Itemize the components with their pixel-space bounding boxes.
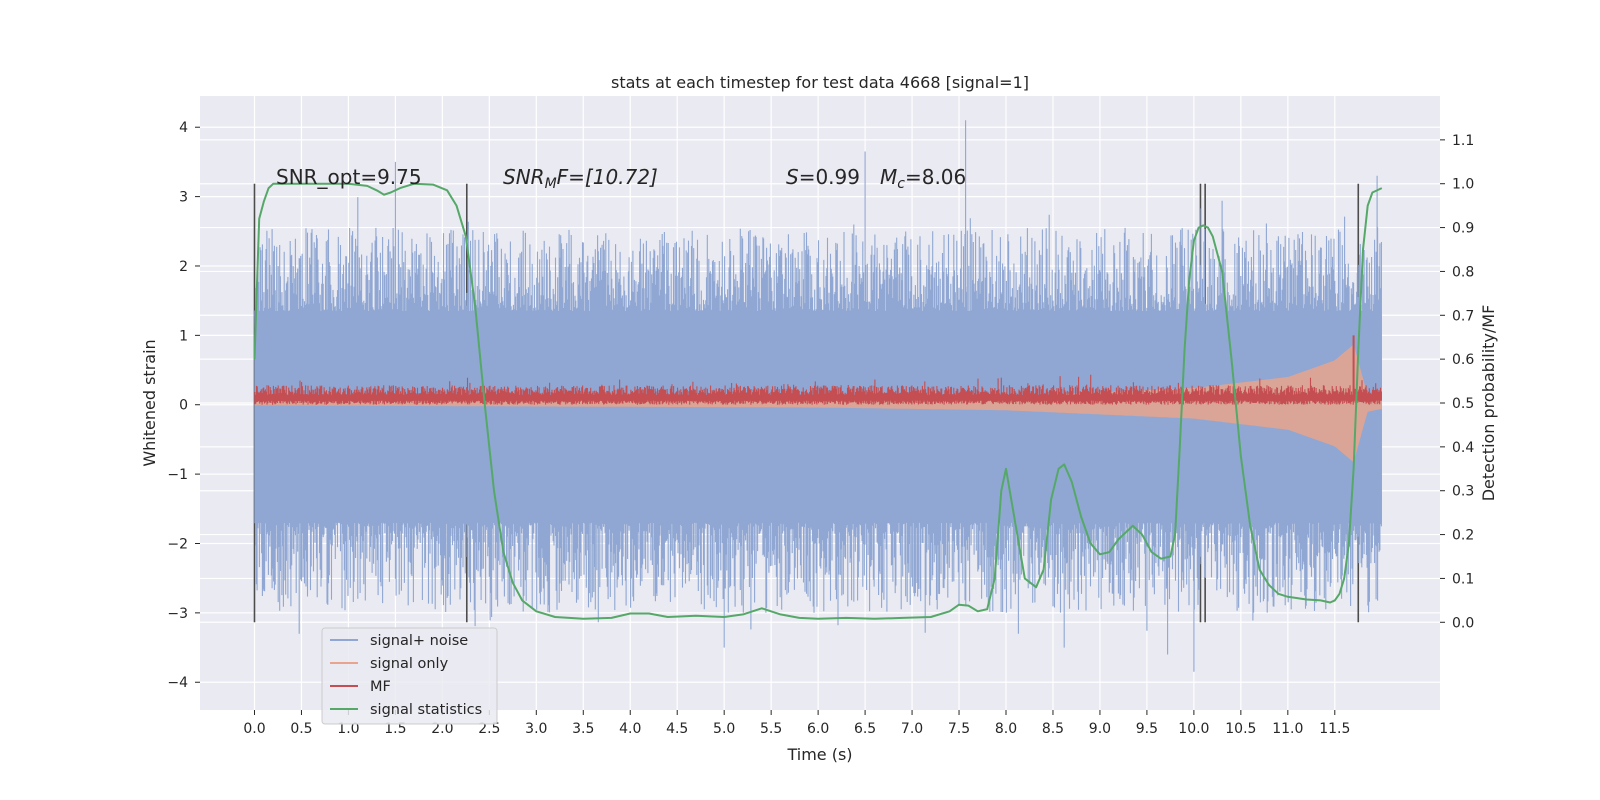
- x-tick-label: 11.0: [1272, 721, 1303, 737]
- y-left-tick-label: −2: [167, 536, 188, 552]
- y-right-tick-label: 0.5: [1452, 396, 1474, 412]
- x-tick-label: 6.0: [807, 721, 829, 737]
- annotation-snr-mf: SNRMF=[10.72]: [503, 165, 658, 192]
- x-axis-ticks: 0.0 0.5 1.0 1.5 2.0 2.5 3.0 3.5 4.0 4.5 5.0 5.5 6.0 6…: [243, 710, 1350, 737]
- y-right-tick-label: 0.3: [1452, 484, 1474, 500]
- x-tick-label: 3.0: [525, 721, 547, 737]
- annotation-s: S=0.99: [786, 165, 860, 189]
- mf-series: [254, 335, 1382, 405]
- annotation-snr-mf-main: SNR: [503, 165, 545, 189]
- annotation-mc-var: M: [880, 165, 897, 189]
- x-tick-label: 8.0: [995, 721, 1017, 737]
- chart-title: stats at each timestep for test data 466…: [611, 73, 1029, 92]
- y-right-tick-label: 0.9: [1452, 221, 1474, 237]
- x-tick-label: 3.5: [572, 721, 594, 737]
- y-right-tick-label: 0.2: [1452, 528, 1474, 544]
- annotation-mc: Mc=8.06: [880, 165, 966, 192]
- legend-label-signal-statistics: signal statistics: [370, 702, 482, 718]
- x-tick-label: 7.0: [901, 721, 923, 737]
- x-tick-label: 2.5: [478, 721, 500, 737]
- legend: signal+ noise signal only MF signal stat…: [321, 627, 498, 725]
- annotation-mc-value: =8.06: [905, 165, 966, 189]
- x-tick-label: 10.0: [1178, 721, 1209, 737]
- y-left-tick-label: 1: [179, 328, 188, 344]
- y-left-axis-title: Whitened strain: [140, 339, 159, 466]
- x-tick-label: 0.0: [243, 721, 265, 737]
- y-right-axis-ticks: 1.1 1.0 0.9 0.8 0.7 0.6 0.5 0.4 0.3 0.2 0.1 0.0: [1440, 133, 1474, 631]
- annotation-snr-mf-f: F=[10.72]: [557, 165, 658, 189]
- x-tick-label: 5.0: [713, 721, 735, 737]
- annotation-s-value: =0.99: [799, 165, 860, 189]
- y-right-tick-label: 0.6: [1452, 352, 1474, 368]
- signal-statistics-line: [253, 182, 1383, 620]
- x-tick-label: 11.5: [1319, 721, 1350, 737]
- legend-label-signal-only: signal only: [370, 656, 449, 672]
- legend-box: [321, 627, 498, 725]
- y-left-tick-label: 3: [179, 190, 188, 206]
- y-left-tick-label: 0: [179, 398, 188, 414]
- mf-trace: [254, 374, 1382, 405]
- legend-label-signal-noise: signal+ noise: [370, 633, 468, 649]
- x-tick-label: 6.5: [854, 721, 876, 737]
- y-right-tick-label: 0.0: [1452, 615, 1474, 631]
- annotation-s-var: S: [786, 165, 799, 189]
- x-tick-label: 8.5: [1042, 721, 1064, 737]
- annotation-mc-sub: c: [897, 176, 905, 192]
- y-left-axis-ticks: 4 3 2 1 0 −1 −2 −3 −4: [167, 120, 200, 691]
- x-tick-label: 9.0: [1089, 721, 1111, 737]
- y-right-tick-label: 0.1: [1452, 571, 1474, 587]
- y-right-tick-label: 0.8: [1452, 264, 1474, 280]
- y-right-axis-title: Detection probability/MF: [1479, 305, 1498, 502]
- x-axis-title: Time (s): [786, 745, 852, 764]
- x-tick-label: 0.5: [290, 721, 312, 737]
- annotation-snr-mf-sub: M: [545, 176, 557, 192]
- x-tick-label: 9.5: [1136, 721, 1158, 737]
- y-right-tick-label: 1.0: [1452, 177, 1474, 193]
- y-right-tick-label: 0.4: [1452, 440, 1474, 456]
- x-tick-label: 7.5: [948, 721, 970, 737]
- x-tick-label: 2.0: [431, 721, 453, 737]
- annotation-snr-opt: SNR_opt=9.75: [276, 165, 422, 189]
- y-left-tick-label: 4: [179, 120, 188, 136]
- x-tick-label: 10.5: [1225, 721, 1256, 737]
- x-tick-label: 4.0: [619, 721, 641, 737]
- y-right-tick-label: 0.7: [1452, 308, 1474, 324]
- y-left-tick-label: −4: [167, 675, 188, 691]
- y-left-tick-label: −1: [167, 467, 188, 483]
- y-left-tick-label: 2: [179, 259, 188, 275]
- x-tick-label: 1.0: [337, 721, 359, 737]
- x-tick-label: 1.5: [384, 721, 406, 737]
- x-tick-label: 5.5: [760, 721, 782, 737]
- legend-label-mf: MF: [370, 679, 391, 695]
- y-left-tick-label: −3: [167, 606, 188, 622]
- y-right-tick-label: 1.1: [1452, 133, 1474, 149]
- signal-only-series: [254, 344, 1382, 463]
- x-tick-label: 4.5: [666, 721, 688, 737]
